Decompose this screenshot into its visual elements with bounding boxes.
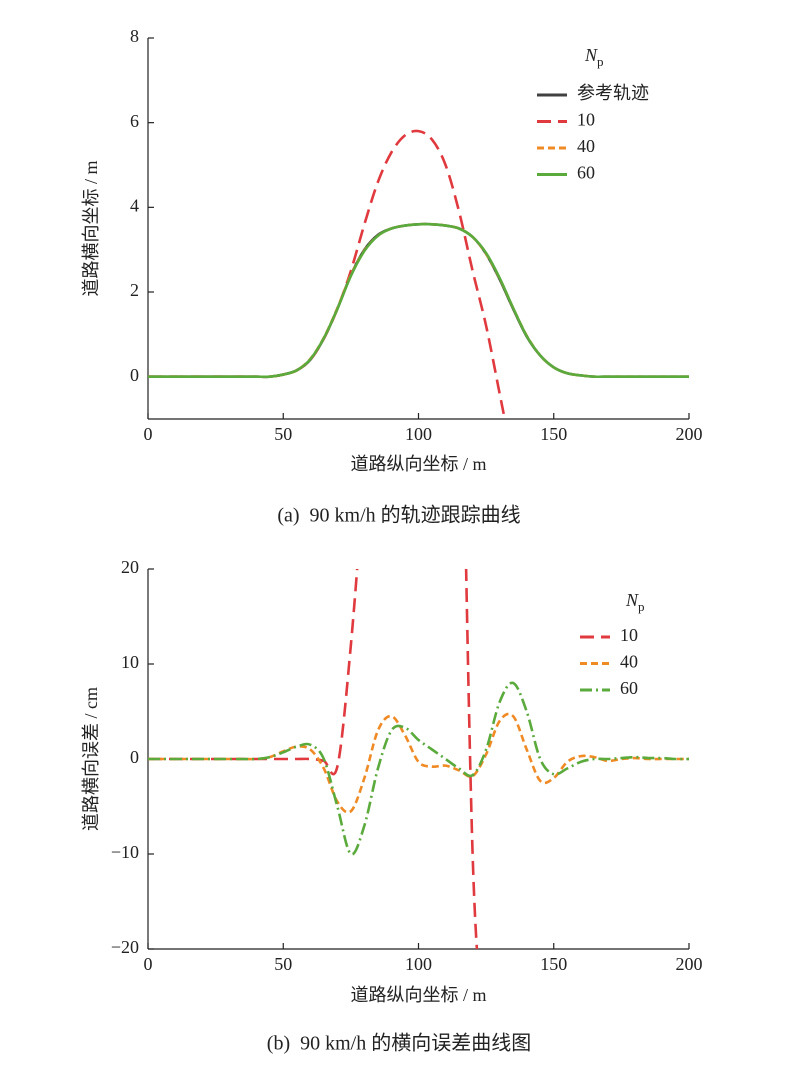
legend-title: Np [625,590,645,614]
y-tick-label: 10 [121,652,139,672]
legend-title: Np [584,45,604,69]
x-axis-label: 道路纵向坐标 / m [350,985,486,1005]
y-tick-label: 4 [130,195,139,215]
y-tick-label: 20 [121,557,139,577]
caption: (a) 90 km/h 的轨迹跟踪曲线 [277,504,520,527]
legend-label: 40 [620,652,638,672]
y-axis-label: 道路横向误差 / cm [81,687,101,831]
chart: 0 50 100 150 200 0 2 4 6 8 道路纵向坐标 / m 道路横向坐标 / m (a)… [81,26,702,526]
series-line [148,222,689,379]
x-tick-label: 50 [274,424,292,444]
x-tick-label: 100 [405,954,432,974]
series-line [148,681,689,856]
legend-title-sub: p [597,54,604,69]
legend-title-main: N [584,45,598,65]
x-tick-label: 200 [676,954,703,974]
legend-label: 60 [577,163,595,183]
y-tick-label: −20 [111,937,139,957]
x-tick-label: 150 [540,424,567,444]
y-tick-label: 0 [130,747,139,767]
x-tick-label: 100 [405,424,432,444]
y-tick-label: 6 [130,111,139,131]
legend-label: 10 [620,625,638,645]
x-tick-label: 0 [144,954,153,974]
legend-title-main: N [625,590,639,610]
y-axis-label: 道路横向坐标 / m [81,160,101,296]
y-tick-label: −10 [111,842,139,862]
chart: 0 50 100 150 200 −20 −10 0 10 20 道路纵向坐标 / m 道路横向误差 … [81,557,703,1055]
y-tick-label: 0 [130,365,139,385]
x-tick-label: 150 [540,954,567,974]
legend-label: 40 [577,136,595,156]
x-tick-label: 0 [144,424,153,444]
legend-label: 参考轨迹 [577,83,649,103]
y-tick-label: 2 [130,280,139,300]
caption: (b) 90 km/h 的横向误差曲线图 [267,1032,531,1055]
x-tick-label: 200 [676,424,703,444]
legend-title-sub: p [638,599,645,614]
legend-label: 10 [577,110,595,130]
x-axis-label: 道路纵向坐标 / m [350,454,486,474]
x-tick-label: 50 [274,954,292,974]
legend-label: 60 [620,678,638,698]
y-tick-label: 8 [130,26,139,46]
